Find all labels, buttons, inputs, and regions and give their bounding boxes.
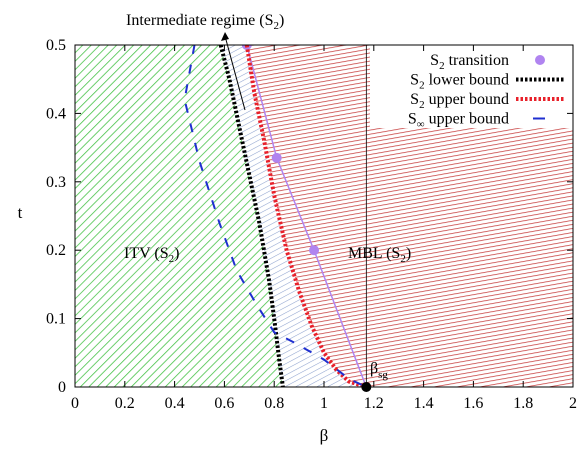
y-tick-label-3: 0.3 — [46, 174, 66, 191]
x-tick-label-6: 1.2 — [364, 395, 384, 412]
itv-region — [75, 45, 283, 387]
series-s2-upper-bound-line — [244, 45, 367, 387]
beta-sg-point — [361, 382, 372, 392]
y-tick-label-1: 0.1 — [46, 311, 66, 328]
x-tick-label-7: 1.4 — [414, 395, 434, 412]
legend-s2-upper-bound-label: S2 upper bound — [410, 91, 509, 111]
mbl-region — [246, 45, 573, 387]
y-axis-label: t — [18, 203, 23, 222]
y-tick-label-2: 0.2 — [46, 242, 66, 259]
legend-s2-transition-label: S2 transition — [430, 52, 509, 72]
series-s2-lower-bound-line — [218, 45, 285, 387]
legend-s2-lower-bound-label: S2 lower bound — [410, 72, 509, 92]
intermediate-region — [220, 45, 367, 387]
x-axis-label: β — [320, 426, 329, 445]
x-tick-label-9: 1.8 — [513, 395, 533, 412]
y-tick-label-5: 0.5 — [46, 37, 66, 54]
x-tick-label-1: 0.2 — [115, 395, 135, 412]
y-tick-label-4: 0.4 — [46, 105, 66, 122]
series-s2-transition-line — [246, 45, 368, 387]
annotation-mbl: MBL (S2) — [348, 245, 411, 265]
svg-text:Intermediate regime (S2): Intermediate regime (S2) — [126, 12, 284, 32]
annotation-arrow-head — [221, 32, 229, 41]
x-tick-label-2: 0.4 — [165, 395, 185, 412]
x-tick-label-4: 0.8 — [264, 395, 284, 412]
y-tick-label-0: 0 — [58, 379, 66, 396]
annotation-beta-sg: βsg — [370, 360, 388, 381]
x-tick-label-8: 1.6 — [463, 395, 483, 412]
legend-s-upper-bound-label: S∞ upper bound — [408, 111, 509, 131]
legend-s2-transition-marker — [535, 55, 545, 65]
x-tick-label-10: 2 — [569, 395, 577, 412]
annotation-arrow — [224, 35, 246, 111]
x-tick-label-5: 1 — [320, 395, 328, 412]
annotation-itv: ITV (S2) — [124, 245, 179, 265]
x-tick-label-3: 0.6 — [214, 395, 234, 412]
x-tick-label-0: 0 — [71, 395, 79, 412]
annotation-intermediate: Intermediate regime (S2) — [126, 12, 284, 111]
